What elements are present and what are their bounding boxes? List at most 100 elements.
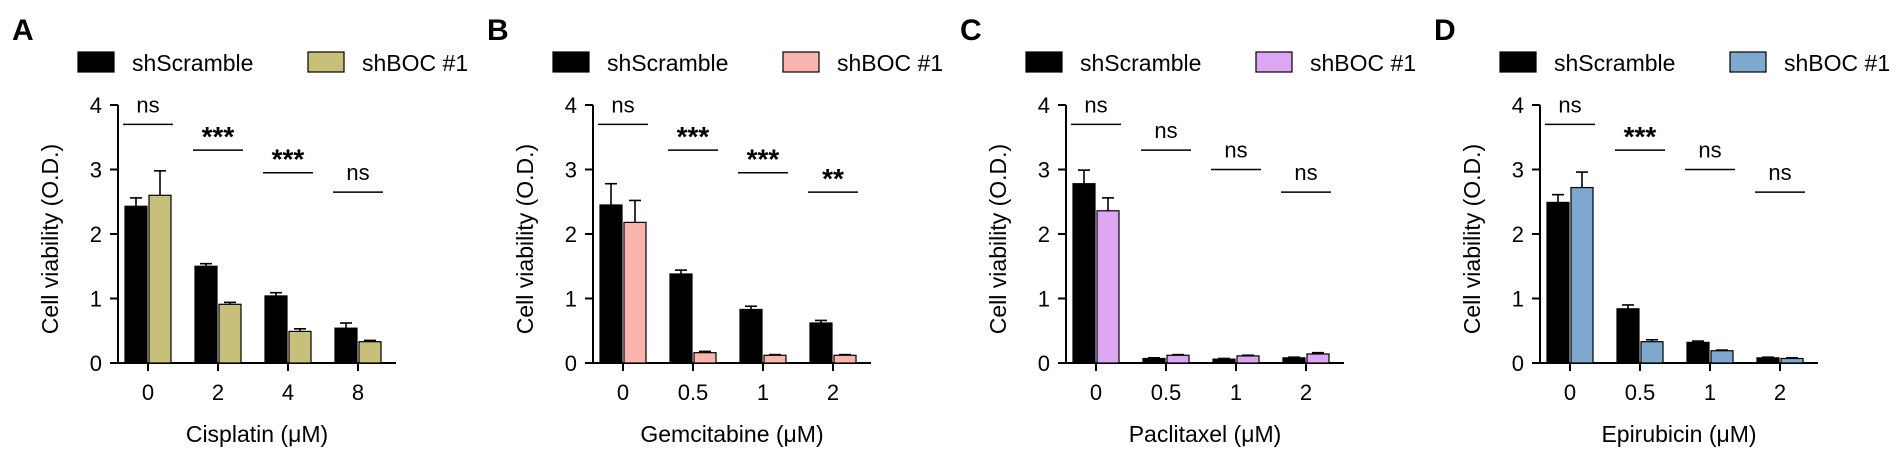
legend-label-1: shScramble: [1080, 50, 1201, 76]
bar-shboc-0: [148, 194, 172, 364]
significance-label: ***: [272, 144, 305, 175]
bar-shboc-2: [1780, 357, 1804, 364]
legend-swatch-1: [77, 51, 115, 73]
panel-letter: D: [1434, 14, 1456, 47]
y-tick-label: 0: [90, 351, 102, 376]
bar-shboc-1: [763, 354, 787, 364]
legend-label-1: shScramble: [132, 50, 253, 76]
significance-label: ns: [1558, 92, 1581, 117]
significance-label: ns: [1698, 138, 1721, 163]
x-tick-label: 2: [1774, 380, 1786, 405]
bar-shscramble-0: [599, 204, 623, 364]
legend-label-2: shBOC #1: [1784, 50, 1890, 76]
bar-shboc-2: [218, 303, 242, 364]
significance-label: ns: [1224, 138, 1247, 163]
x-tick-label: 0.5: [1151, 380, 1182, 405]
legend-swatch-2: [1729, 51, 1767, 73]
x-axis-label: Cisplatin (μM): [186, 421, 328, 447]
y-axis-label: Cell viability (O.D.): [512, 144, 538, 334]
significance-label: **: [822, 163, 844, 194]
x-tick-label: 0: [617, 380, 629, 405]
bar-shscramble-1: [739, 308, 763, 364]
legend-label-2: shBOC #1: [837, 50, 943, 76]
x-axis-label: Paclitaxel (μM): [1129, 421, 1282, 447]
legend-label-1: shScramble: [1554, 50, 1675, 76]
significance-label: ***: [1624, 121, 1657, 152]
bar-shboc-4: [288, 330, 312, 364]
bar-shboc-0_5: [1166, 354, 1190, 364]
bar-shscramble-2: [194, 265, 218, 364]
y-tick-label: 1: [1512, 287, 1524, 312]
y-tick-label: 2: [1038, 222, 1050, 247]
y-tick-label: 1: [565, 287, 577, 312]
bar-shscramble-0_5: [1616, 308, 1640, 364]
y-tick-label: 4: [1038, 93, 1050, 118]
x-tick-label: 0.5: [678, 380, 709, 405]
legend-swatch-2: [307, 51, 345, 73]
significance-label: ns: [136, 92, 159, 117]
bar-shboc-2: [1306, 353, 1330, 364]
panel-letter: A: [12, 14, 34, 47]
y-axis-label: Cell viability (O.D.): [1459, 144, 1485, 334]
legend-swatch-1: [1025, 51, 1063, 73]
bar-shboc-0_5: [1640, 341, 1664, 364]
legend-swatch-1: [1499, 51, 1537, 73]
y-tick-label: 0: [565, 351, 577, 376]
x-tick-label: 0: [1564, 380, 1576, 405]
y-tick-label: 1: [90, 287, 102, 312]
significance-label: ***: [202, 121, 235, 152]
bar-shscramble-8: [334, 327, 358, 364]
x-tick-label: 1: [1704, 380, 1716, 405]
legend-swatch-2: [1255, 51, 1293, 73]
significance-label: ns: [346, 160, 369, 185]
bar-shscramble-1: [1212, 358, 1236, 364]
bar-shscramble-2: [1756, 357, 1780, 364]
y-tick-label: 1: [1038, 287, 1050, 312]
x-tick-label: 1: [1230, 380, 1242, 405]
bar-shboc-2: [833, 354, 857, 364]
y-tick-label: 0: [1512, 351, 1524, 376]
bar-shboc-1: [1710, 350, 1734, 364]
y-tick-label: 4: [565, 93, 577, 118]
significance-label: ns: [611, 92, 634, 117]
x-tick-label: 2: [827, 380, 839, 405]
bar-shscramble-0: [1072, 183, 1096, 364]
y-tick-label: 3: [90, 158, 102, 183]
x-tick-label: 0: [1090, 380, 1102, 405]
bar-shboc-0: [1096, 210, 1120, 364]
bar-shscramble-0_5: [669, 273, 693, 364]
legend-swatch-2: [782, 51, 820, 73]
y-tick-label: 3: [1038, 158, 1050, 183]
bar-shboc-0: [1570, 186, 1594, 364]
bar-shscramble-0: [124, 205, 148, 364]
bar-shscramble-2: [1282, 357, 1306, 364]
bar-shscramble-1: [1686, 341, 1710, 364]
y-tick-label: 3: [565, 158, 577, 183]
y-tick-label: 2: [1512, 222, 1524, 247]
significance-label: ns: [1768, 160, 1791, 185]
x-tick-label: 8: [352, 380, 364, 405]
panel-letter: B: [487, 14, 509, 47]
bar-shscramble-0_5: [1142, 357, 1166, 364]
y-tick-label: 3: [1512, 158, 1524, 183]
legend-label-2: shBOC #1: [1310, 50, 1416, 76]
significance-label: ***: [677, 121, 710, 152]
bar-shscramble-2: [809, 322, 833, 364]
x-tick-label: 2: [212, 380, 224, 405]
legend-swatch-1: [552, 51, 590, 73]
significance-label: ns: [1154, 118, 1177, 143]
bar-shboc-8: [358, 341, 382, 364]
bar-shboc-0_5: [693, 352, 717, 364]
bar-shboc-1: [1236, 355, 1260, 364]
x-axis-label: Gemcitabine (μM): [640, 421, 823, 447]
y-tick-label: 4: [1512, 93, 1524, 118]
significance-label: ***: [747, 144, 780, 175]
bar-shscramble-0: [1546, 201, 1570, 364]
panel-letter: C: [960, 14, 982, 47]
y-tick-label: 2: [90, 222, 102, 247]
x-tick-label: 0.5: [1625, 380, 1656, 405]
